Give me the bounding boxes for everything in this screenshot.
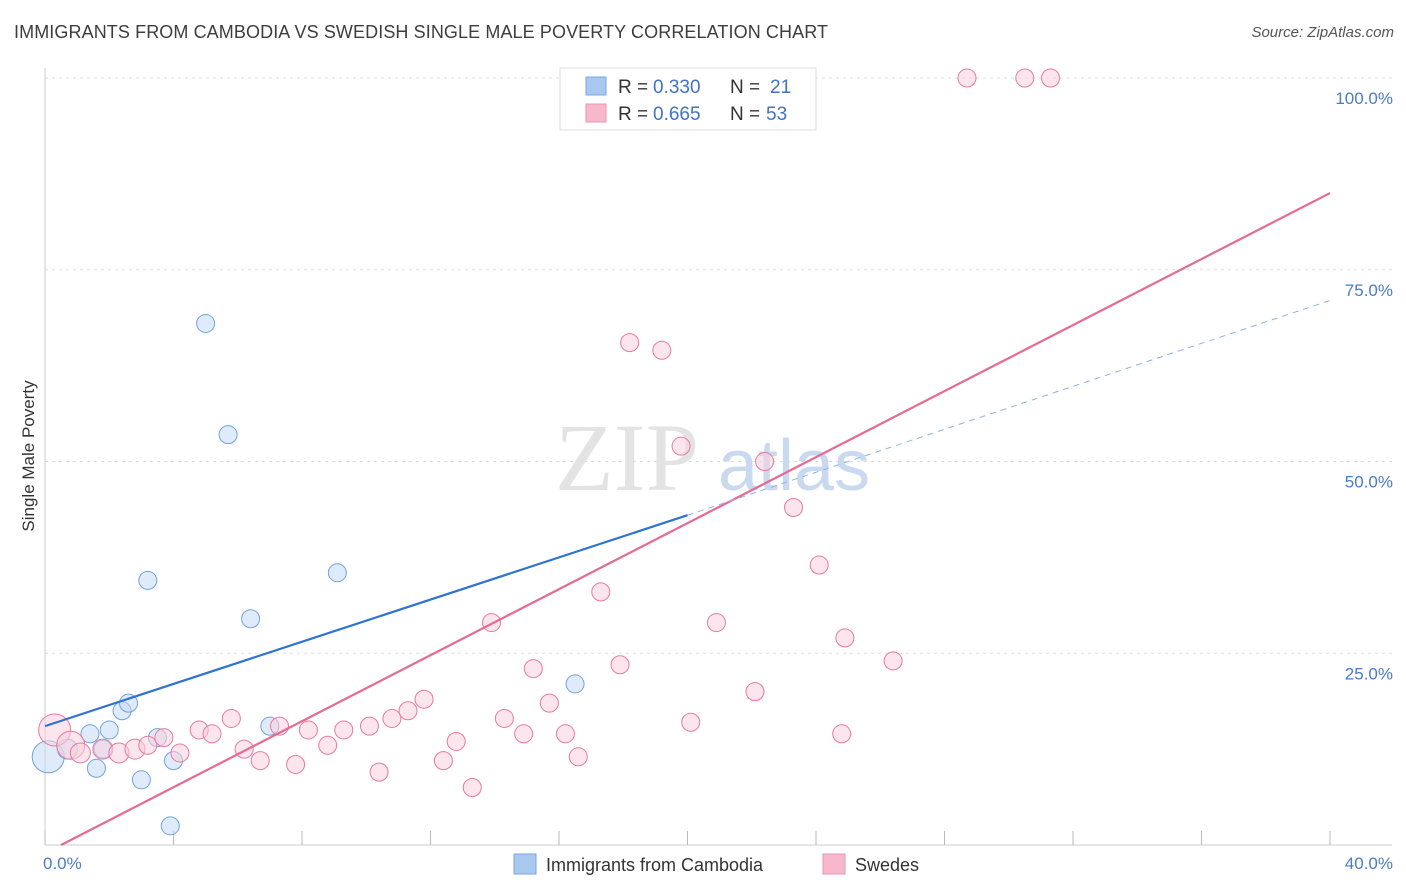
data-point	[1015, 68, 1035, 88]
data-point	[398, 701, 418, 721]
data-point	[170, 743, 190, 763]
tick-labels: 25.0% 50.0% 75.0% 100.0% 0.0% 40.0%	[43, 89, 1393, 873]
bottom-legend: Immigrants from Cambodia Swedes	[513, 853, 919, 875]
data-point	[832, 724, 852, 744]
bottom-legend-label-cambodia: Immigrants from Cambodia	[546, 855, 764, 875]
data-point	[446, 731, 466, 751]
data-point	[620, 333, 640, 353]
legend-n-label: N =	[730, 77, 760, 98]
trend-line-cambodia-extension	[687, 299, 1331, 516]
legend-r-value: 0.330	[653, 77, 701, 98]
data-point	[591, 582, 611, 602]
data-point	[286, 754, 306, 774]
data-point	[334, 720, 354, 740]
data-point	[382, 708, 402, 728]
legend-n-value: 53	[766, 104, 787, 125]
legend-swatch-swedes	[585, 103, 607, 123]
data-point	[196, 313, 216, 333]
watermark-atlas: atlas	[718, 426, 870, 506]
data-point	[883, 651, 903, 671]
trend-lines	[44, 192, 1331, 846]
bottom-legend-swatch-cambodia	[513, 853, 537, 875]
data-point	[250, 751, 270, 771]
data-point	[671, 436, 691, 456]
bottom-legend-label-swedes: Swedes	[855, 855, 919, 875]
data-points	[31, 68, 1061, 836]
data-point	[539, 693, 559, 713]
data-point	[327, 563, 347, 583]
watermark-zip: ZIP	[555, 404, 699, 511]
data-point	[80, 724, 100, 744]
axes	[44, 68, 1392, 846]
y-tick-label: 75.0%	[1345, 281, 1393, 300]
data-point	[610, 655, 630, 675]
bottom-legend-swatch-swedes	[822, 853, 846, 875]
data-point	[119, 693, 139, 713]
data-point	[86, 758, 106, 778]
y-tick-label: 50.0%	[1345, 473, 1393, 492]
data-point	[809, 555, 829, 575]
data-point	[218, 425, 238, 445]
x-tick-label: 40.0%	[1345, 854, 1393, 873]
data-point	[414, 689, 434, 709]
data-point	[138, 570, 158, 590]
data-point	[706, 613, 726, 633]
data-point	[745, 682, 765, 702]
data-point	[69, 742, 91, 764]
y-axis-label: Single Male Poverty	[19, 380, 38, 532]
data-point	[131, 770, 151, 790]
data-point	[514, 724, 534, 744]
legend-swatch-cambodia	[585, 76, 607, 96]
data-point	[138, 735, 158, 755]
data-point	[1041, 68, 1061, 88]
data-point	[957, 68, 977, 88]
trend-line-swedes	[60, 192, 1331, 846]
data-point	[433, 751, 453, 771]
data-point	[221, 708, 241, 728]
data-point	[160, 816, 180, 836]
data-point	[241, 609, 261, 629]
y-tick-label: 25.0%	[1345, 664, 1393, 683]
x-tick-label: 0.0%	[43, 854, 82, 873]
data-point	[318, 735, 338, 755]
legend-box: R = 0.330 N = 21 R = 0.665 N = 53	[559, 67, 817, 131]
data-point	[359, 716, 379, 736]
data-point	[202, 724, 222, 744]
chart-title: IMMIGRANTS FROM CAMBODIA VS SWEDISH SING…	[14, 22, 829, 42]
legend-n-label: N =	[730, 104, 760, 125]
data-point	[298, 720, 318, 740]
data-point	[99, 720, 119, 740]
source-label: Source: ZipAtlas.com	[1251, 24, 1394, 41]
data-point	[568, 747, 588, 767]
y-tick-label: 100.0%	[1335, 89, 1393, 108]
data-point	[555, 724, 575, 744]
data-point	[755, 452, 775, 471]
grid-lines	[45, 77, 1392, 654]
data-point	[494, 708, 514, 728]
legend-r-label: R =	[618, 104, 648, 125]
legend-n-value: 21	[770, 77, 791, 98]
trend-line-cambodia	[44, 514, 688, 728]
series-swedes	[38, 68, 1061, 797]
data-point	[523, 659, 543, 679]
data-point	[681, 712, 701, 732]
data-point	[565, 674, 585, 694]
data-point	[369, 762, 389, 782]
data-point	[234, 739, 254, 759]
data-point	[652, 340, 672, 360]
data-point	[462, 777, 482, 797]
data-point	[154, 728, 174, 748]
data-point	[482, 613, 502, 633]
legend-r-label: R =	[618, 77, 648, 98]
data-point	[784, 498, 804, 518]
data-point	[835, 628, 855, 648]
legend-r-value: 0.665	[653, 104, 701, 125]
